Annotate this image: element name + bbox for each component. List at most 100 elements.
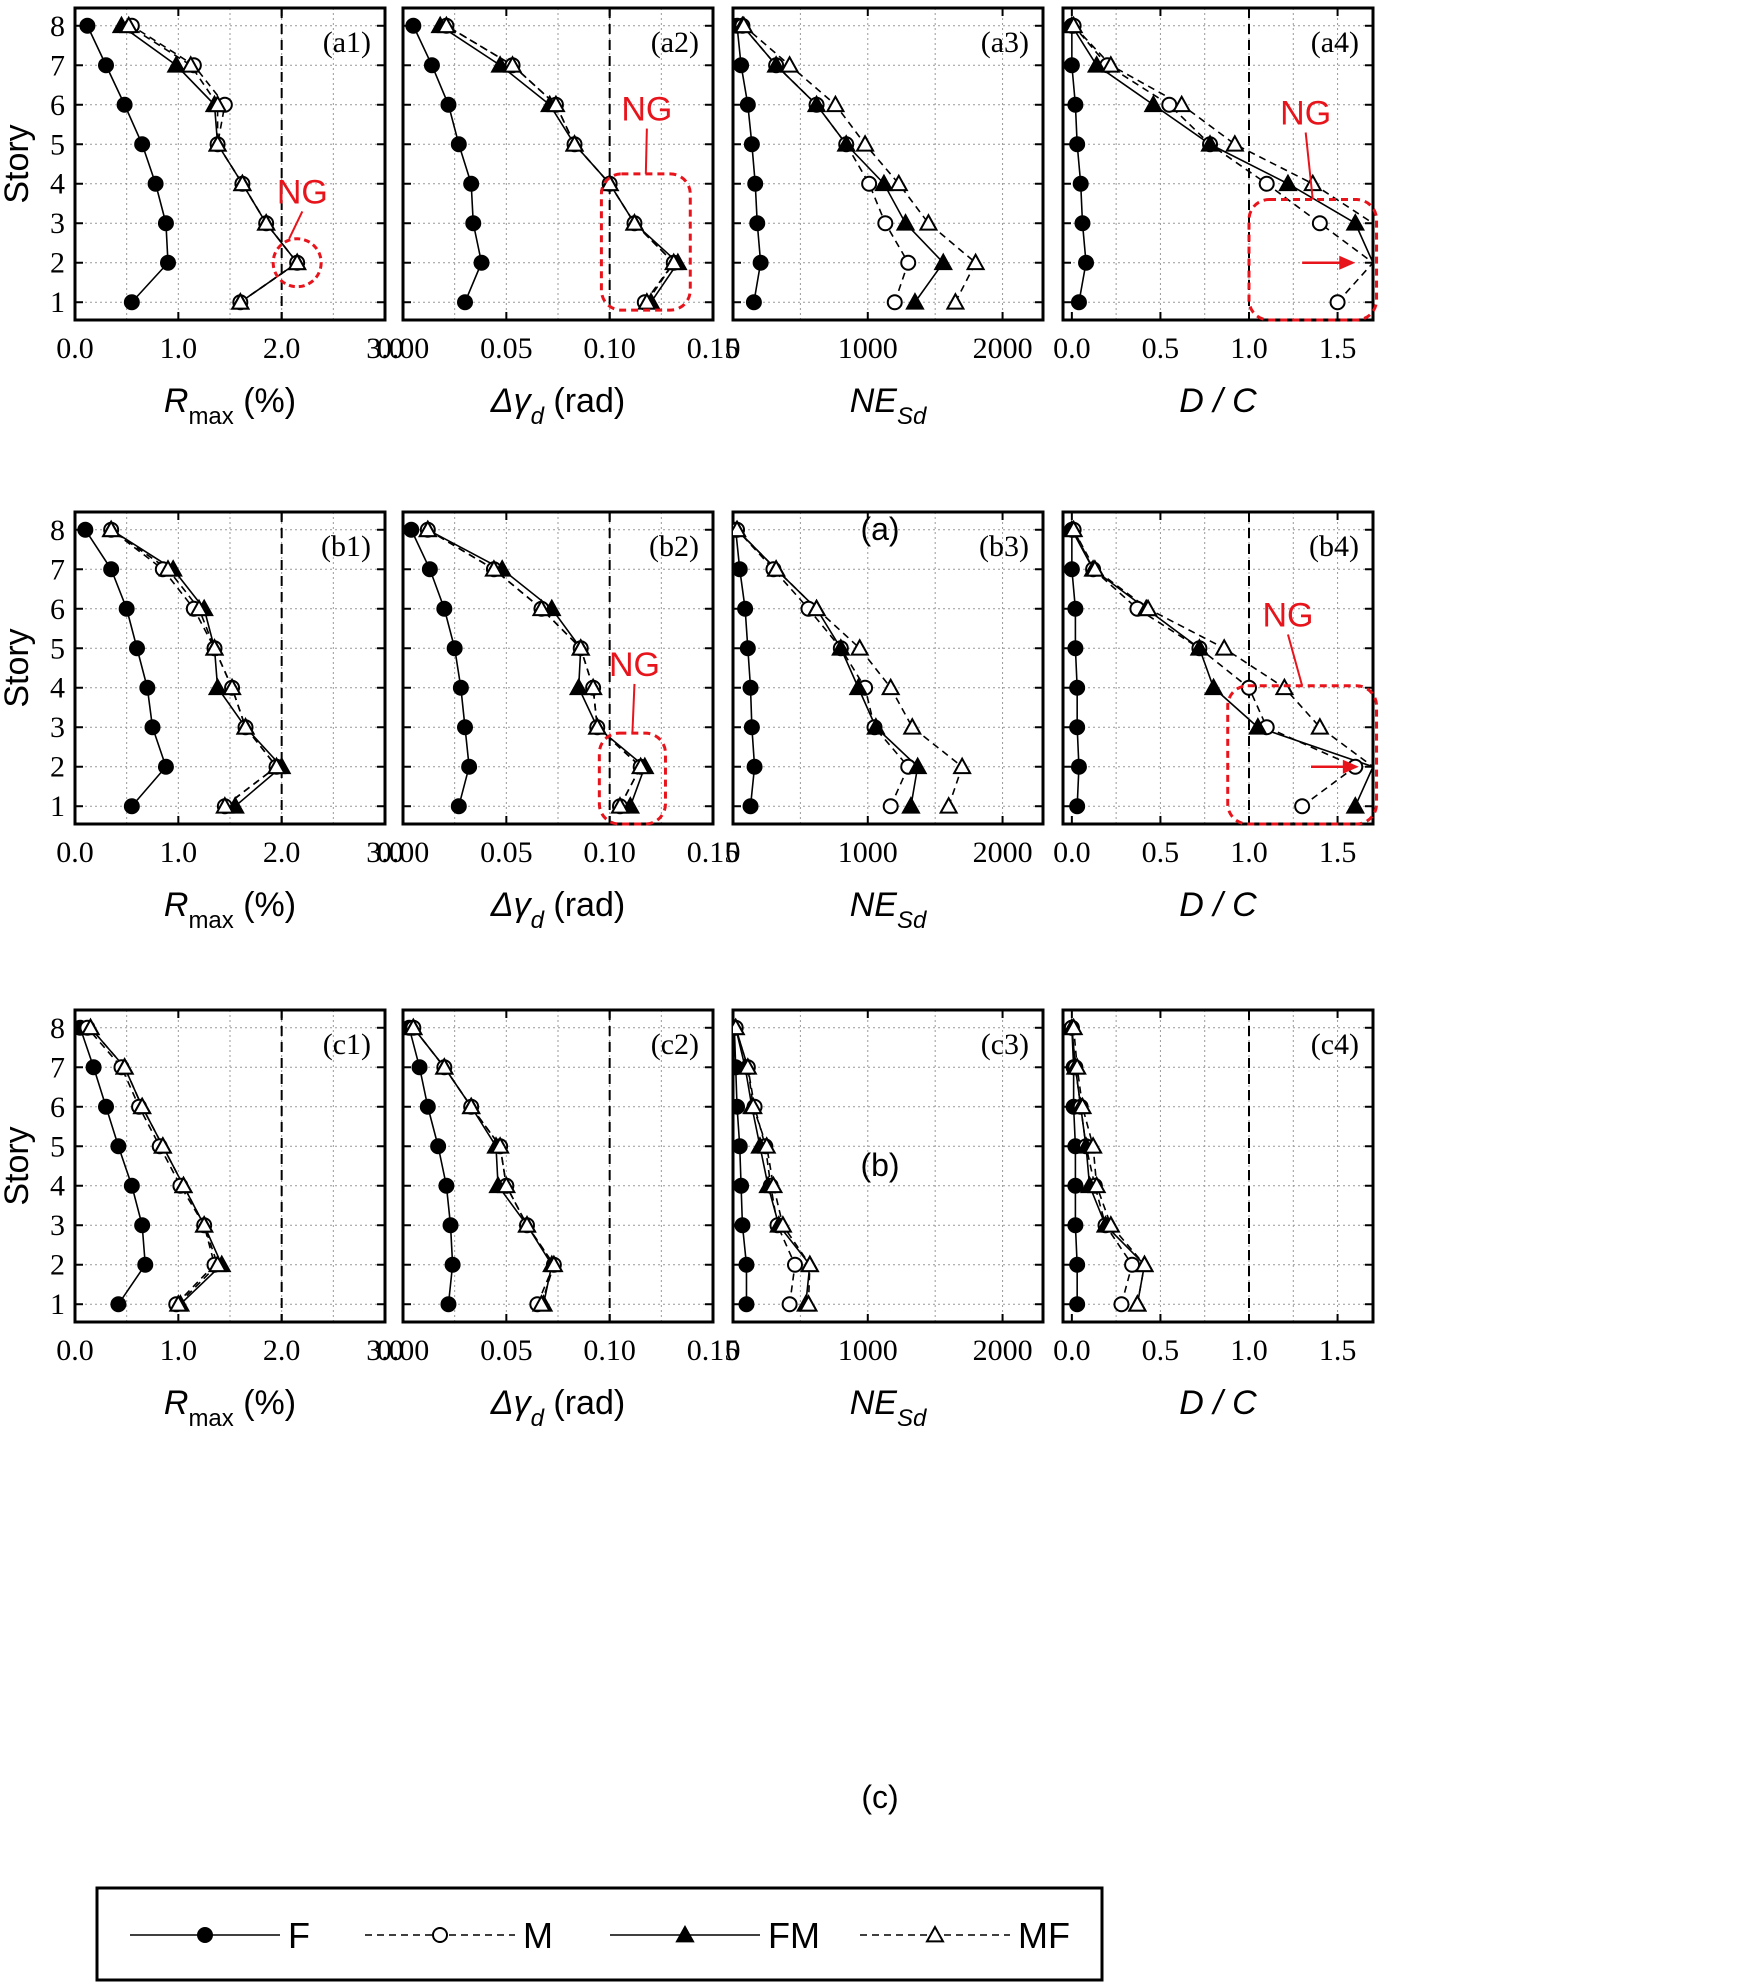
y-tick-label: 1 — [50, 1288, 65, 1321]
point-F — [103, 561, 120, 578]
point-F — [1069, 136, 1086, 153]
series-line-FM — [1071, 529, 1373, 807]
x-axis-label: D / C — [1179, 1384, 1257, 1422]
plot-frame — [73, 1008, 387, 1324]
point-F — [123, 294, 140, 311]
plot-frame — [1061, 1008, 1375, 1324]
y-tick-label: 6 — [50, 89, 65, 122]
point-F — [461, 758, 478, 775]
point-MF — [1303, 173, 1323, 192]
point-F — [1063, 561, 1080, 578]
x-tick-label: 2000 — [973, 836, 1033, 869]
point-FM — [874, 173, 894, 192]
point-MF — [1085, 559, 1105, 577]
y-tick-label: 6 — [50, 1091, 65, 1124]
point-MF — [266, 756, 287, 775]
y-tick-label: 4 — [50, 168, 65, 201]
point-M — [886, 294, 903, 311]
point-MF — [168, 1294, 189, 1312]
y-tick-label: 8 — [50, 514, 65, 547]
point-MF — [1225, 134, 1245, 152]
point-F — [450, 136, 467, 153]
series-group — [1063, 519, 1373, 815]
x-tick-label: 0.0 — [1053, 1334, 1091, 1367]
panel-label: (b4) — [1309, 530, 1359, 563]
point-F — [139, 679, 156, 696]
legend-label: MF — [1018, 1915, 1070, 1956]
panel-label: (c1) — [323, 1028, 371, 1061]
legend-entry-FM: FM — [610, 1915, 820, 1956]
point-MF — [531, 598, 552, 617]
chart-panel-a4: 0.0 0.5 1.0 1.5 D / C (a4) NG — [1053, 6, 1379, 420]
point-F — [473, 254, 490, 271]
point-FM — [568, 677, 589, 696]
point-F — [403, 521, 420, 538]
y-tick-label: 3 — [50, 1209, 65, 1242]
point-MF — [403, 1017, 424, 1036]
point-MF — [496, 1175, 517, 1194]
point-M — [877, 215, 894, 232]
point-F — [160, 254, 176, 271]
point-MF — [114, 1057, 135, 1075]
point-FM — [933, 252, 953, 271]
ng-label: NG — [609, 646, 660, 684]
series-line-F — [84, 529, 167, 807]
series-line-FM — [121, 25, 299, 303]
x-tick-label: 1000 — [838, 1334, 898, 1367]
point-F — [79, 17, 96, 34]
ng-arrow-head — [1342, 759, 1359, 774]
series-group — [77, 519, 292, 815]
point-F — [1067, 1217, 1084, 1234]
plot-frame — [731, 510, 1045, 826]
x-tick-label: 0.10 — [583, 1334, 636, 1367]
point-F — [110, 1138, 127, 1155]
plot-frame — [401, 6, 715, 322]
series-group — [403, 519, 655, 815]
point-FM — [848, 677, 869, 696]
point-F — [1069, 719, 1086, 736]
grid — [1063, 1010, 1373, 1322]
ng-annotation: NG — [1247, 95, 1379, 322]
point-MF — [1138, 598, 1158, 617]
x-tick-label: 3.0 — [366, 836, 404, 869]
x-tick-label: 0.5 — [1142, 1334, 1180, 1367]
point-FM — [907, 756, 928, 775]
point-F — [430, 1138, 447, 1155]
point-F — [742, 679, 759, 696]
ng-leader-line — [1304, 132, 1314, 200]
series-group — [733, 15, 986, 311]
point-F — [1063, 57, 1080, 74]
series-group — [1063, 1017, 1155, 1313]
y-axis-label: Story — [0, 124, 36, 203]
point-MF — [855, 134, 875, 152]
point-F — [733, 561, 748, 578]
point-FM — [1189, 638, 1210, 656]
x-tick-label: 0.0 — [56, 836, 94, 869]
point-F — [144, 719, 161, 736]
point-F — [157, 758, 174, 775]
point-F — [452, 679, 469, 696]
ng-leader-line — [644, 128, 648, 174]
point-F — [123, 1177, 140, 1194]
x-tick-label: 0 — [726, 332, 741, 365]
y-tick-label: 2 — [50, 247, 65, 280]
point-MF — [630, 756, 651, 775]
point-F — [110, 1296, 127, 1313]
series-group — [405, 15, 688, 311]
point-F — [733, 57, 750, 74]
point-MF — [544, 1254, 564, 1273]
point-MF — [624, 213, 645, 231]
point-F — [457, 294, 473, 311]
x-tick-label: 2000 — [973, 1334, 1033, 1367]
panel-label: (b2) — [649, 530, 699, 563]
point-F — [1074, 215, 1091, 232]
series-group — [733, 1017, 820, 1313]
y-tick-label: 8 — [50, 1012, 65, 1045]
point-F — [137, 1256, 154, 1273]
x-tick-label: 1.0 — [160, 1334, 198, 1367]
y-tick-label: 7 — [50, 553, 65, 586]
legend-frame — [95, 1886, 1104, 1982]
y-tick-label: 7 — [50, 49, 65, 82]
panel-label: (a4) — [1311, 26, 1359, 59]
point-MF — [80, 1017, 101, 1036]
